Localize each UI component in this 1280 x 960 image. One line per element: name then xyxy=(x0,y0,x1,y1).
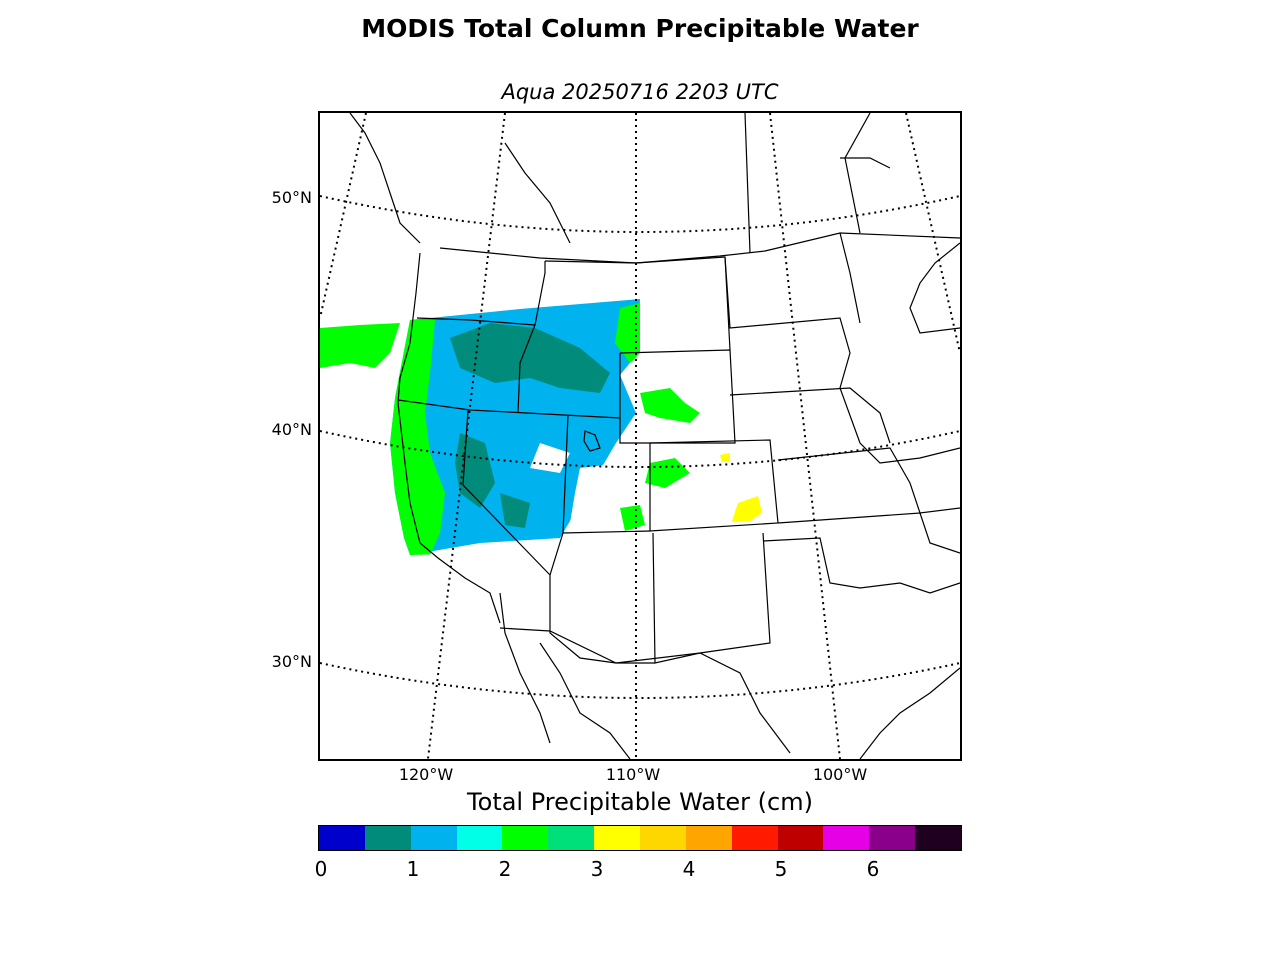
canada-coast xyxy=(349,113,421,244)
nv-ut-border xyxy=(469,409,621,419)
pwat-swath xyxy=(320,299,762,555)
colorbar-segment xyxy=(410,826,457,850)
or-ca-border xyxy=(397,399,471,411)
colorbar-segment xyxy=(456,826,503,850)
colorbar-tick-label: 0 xyxy=(314,857,328,881)
colorbar-segment xyxy=(548,826,595,850)
colorbar-segment xyxy=(915,826,962,850)
swath-east-green-patches xyxy=(645,458,690,488)
colorbar-tick-label: 5 xyxy=(774,857,788,881)
figure-title: MODIS Total Column Precipitable Water xyxy=(361,14,919,43)
swath-green-ocean xyxy=(320,323,400,368)
colorbar-tick-label: 2 xyxy=(498,857,512,881)
canada-interior xyxy=(744,113,751,254)
wa-or-border xyxy=(416,317,536,326)
mt-border xyxy=(544,256,731,351)
colorbar-tick-label: 1 xyxy=(406,857,420,881)
meridian-125w xyxy=(320,113,367,319)
baja-coast xyxy=(499,592,551,744)
swath-yellow-patch xyxy=(720,453,730,462)
swath-yellow-patch xyxy=(732,496,762,521)
graticule xyxy=(320,113,960,759)
mexico-border xyxy=(499,627,791,754)
lat-label-50n: 50°N xyxy=(271,188,312,207)
colorbar-segment xyxy=(640,826,686,850)
parallel-30n xyxy=(320,662,960,699)
plains-borders xyxy=(724,256,960,464)
west-coast xyxy=(397,252,501,624)
meridian-100w xyxy=(769,113,841,759)
co-border xyxy=(649,439,779,532)
colorbar-segment xyxy=(364,826,411,850)
plains-borders xyxy=(840,157,891,169)
meridian-95w xyxy=(905,113,960,354)
figure-subtitle: Aqua 20250716 2203 UTC xyxy=(501,80,779,104)
colorbar-tick-label: 6 xyxy=(866,857,880,881)
plains-borders xyxy=(839,232,861,324)
nm-border xyxy=(652,532,771,664)
colorbar-segment xyxy=(594,826,641,850)
swath-green-coast xyxy=(390,320,445,555)
canada-interior xyxy=(504,142,571,244)
ca-nv-border xyxy=(462,409,551,576)
colorbar-segment xyxy=(319,826,365,850)
swath-east-green-patches xyxy=(640,388,700,423)
plains-borders xyxy=(762,537,960,594)
lon-label-120w: 120°W xyxy=(398,765,454,784)
az-border xyxy=(549,532,655,664)
swath-teal-region xyxy=(500,493,530,528)
lon-label-110w: 110°W xyxy=(605,765,661,784)
plains-borders xyxy=(729,387,891,444)
political-borders xyxy=(349,113,960,759)
wy-border xyxy=(619,349,736,444)
swath-teal-region xyxy=(450,323,610,393)
great-salt-lake xyxy=(583,430,601,452)
plains-borders xyxy=(777,447,960,514)
swath-white-gap xyxy=(570,463,640,533)
lat-label-40n: 40°N xyxy=(271,420,312,439)
swath-east-green-patches xyxy=(620,505,645,531)
mexico-coast xyxy=(539,642,631,759)
colorbar-segment xyxy=(731,826,778,850)
lake-michigan-area xyxy=(909,242,960,334)
map-canvas xyxy=(320,113,960,759)
parallel-50n xyxy=(320,195,960,233)
colorbar-segment xyxy=(777,826,824,850)
colorbar-tick-label: 4 xyxy=(682,857,696,881)
canada-interior xyxy=(844,113,871,234)
colorbar-segment xyxy=(685,826,732,850)
colorbar-segment xyxy=(502,826,549,850)
parallel-40n xyxy=(320,430,960,468)
lat-label-30n: 30°N xyxy=(271,652,312,671)
lon-label-100w: 100°W xyxy=(812,765,868,784)
colorbar-title: Total Precipitable Water (cm) xyxy=(467,788,813,816)
id-border xyxy=(517,261,546,414)
colorbar-tick-label: 3 xyxy=(590,857,604,881)
colorbar-segment xyxy=(823,826,870,850)
map-panel xyxy=(318,111,962,761)
plains-borders xyxy=(777,512,960,554)
swath-white-gap xyxy=(530,443,570,473)
gulf-coast xyxy=(859,667,960,759)
colorbar xyxy=(318,825,962,851)
colorbar-segment xyxy=(869,826,916,850)
